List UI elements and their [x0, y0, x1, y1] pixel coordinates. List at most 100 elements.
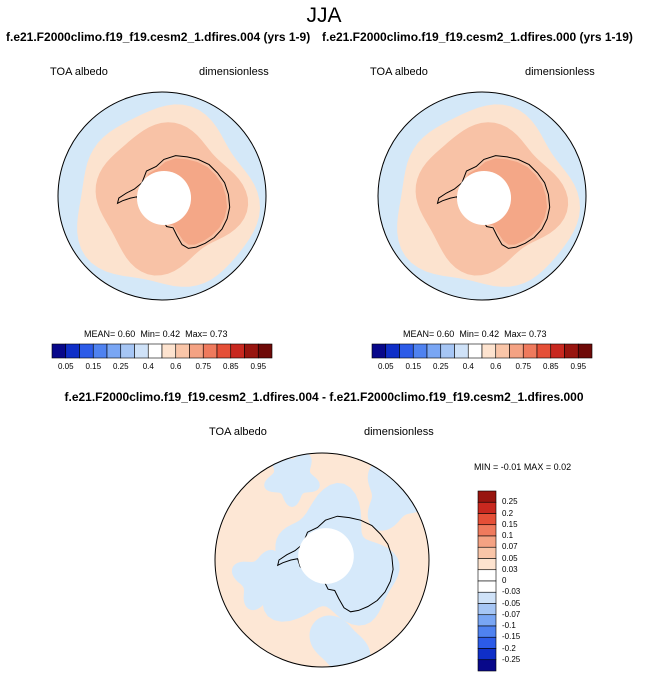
negative-region [367, 461, 429, 531]
colorbar-tick-label: -0.15 [502, 632, 521, 642]
colorbar-tick-label: 0.75 [515, 362, 532, 371]
colorbar-swatch [477, 546, 497, 559]
colorbar-swatch [495, 343, 510, 359]
colorbar-tick-label: 0.03 [502, 564, 518, 574]
colorbar-swatch [477, 659, 497, 672]
colorbar-swatch [175, 343, 190, 359]
colorbar-swatch [51, 343, 67, 359]
colorbar-swatch [477, 490, 497, 503]
panel2-max-value: 0.73 [528, 329, 547, 339]
colorbar-tick-label: 0.6 [490, 362, 502, 371]
colorbar-tick-label: 0.6 [170, 362, 182, 371]
colorbar-swatch [385, 343, 400, 359]
panel1-max-label: Max= [185, 329, 208, 339]
colorbar-swatch [477, 569, 497, 582]
colorbar-swatch [65, 343, 80, 359]
colorbar-tick-label: 0.4 [462, 362, 474, 371]
panel2-max-label: Max= [504, 329, 527, 339]
colorbar-swatch [477, 580, 497, 593]
panel2-case-title: f.e21.F2000climo.f19_f19.cesm2_1.dfires.… [322, 30, 633, 44]
panel2-field-label: TOA albedo [370, 66, 428, 78]
colorbar-tick-label: -0.03 [502, 587, 521, 597]
colorbar-swatch [477, 558, 497, 571]
diff-title: f.e21.F2000climo.f19_f19.cesm2_1.dfires.… [64, 390, 584, 404]
diff-units-label: dimensionless [364, 426, 434, 438]
colorbar-tick-label: 0.15 [502, 519, 518, 529]
panel1-field-label: TOA albedo [50, 66, 108, 78]
negative-region [264, 453, 320, 507]
panel1-units-label: dimensionless [199, 66, 269, 78]
colorbar-tick-label: 0.95 [570, 362, 587, 371]
diff-min-label: MIN = [474, 462, 499, 472]
panel1-max-value: 0.73 [209, 329, 228, 339]
albedo-map-2 [377, 91, 587, 301]
panel1-min-label: Min= [140, 329, 161, 339]
colorbar-tick-label: 0.25 [502, 497, 518, 507]
coastline [436, 155, 551, 249]
diff-max-value: 0.02 [553, 462, 572, 472]
colorbar-tick-label: 0.05 [502, 553, 518, 563]
panel2-min-value: 0.42 [481, 329, 500, 339]
colorbar-tick-label: 0.15 [405, 362, 422, 371]
colorbar-swatch [371, 343, 387, 359]
colorbar-tick-label: 0 [502, 576, 507, 585]
colorbar-tick-label: 0.85 [542, 362, 559, 371]
diff-stats: MIN = -0.01 MAX = 0.02 [474, 462, 571, 472]
colorbar-tick-label: 0.95 [250, 362, 267, 371]
figure-title: JJA [306, 4, 342, 27]
colorbar-tick-label: -0.05 [502, 598, 521, 608]
colorbar-swatch [257, 343, 273, 359]
colorbar-tick-label: -0.2 [502, 643, 516, 653]
panel1-mean-label: MEAN= [84, 329, 116, 339]
colorbar-swatch [477, 591, 497, 604]
colorbar-swatch [79, 343, 94, 359]
colorbar-swatch [536, 343, 552, 359]
colorbar-swatch [477, 535, 497, 548]
colorbar-tick-label: 0.4 [142, 362, 154, 371]
colorbar-swatch [202, 343, 218, 359]
colorbar-swatch [577, 343, 593, 359]
map-border [377, 91, 587, 301]
colorbar-tick-label: 0.75 [195, 362, 212, 371]
diff-max-label: MAX = [523, 462, 552, 472]
colorbar-swatch [92, 343, 108, 359]
panel1-min-value: 0.42 [162, 329, 181, 339]
colorbar-swatch [440, 343, 455, 359]
colorbar-swatch [216, 343, 232, 359]
panel2-min-label: Min= [459, 329, 480, 339]
colorbar-swatch [477, 524, 497, 537]
polar-night-mask [456, 170, 512, 226]
coastline [116, 155, 231, 249]
diff-min-value: -0.01 [500, 462, 522, 472]
colorbar-swatch [399, 343, 414, 359]
panel2-mean-label: MEAN= [403, 329, 435, 339]
difference-map [214, 452, 430, 668]
colorbar-swatch [120, 343, 135, 359]
colorbar-swatch [134, 343, 149, 359]
colorbar-swatch [477, 648, 497, 661]
colorbar-swatch [477, 614, 497, 627]
panel2-mean-value: 0.60 [436, 329, 455, 339]
colorbar-swatch [477, 501, 497, 514]
colorbar-swatch [426, 343, 442, 359]
colorbar-tick-label: 0.1 [502, 531, 514, 540]
colorbar-swatch [550, 343, 565, 359]
colorbar-tick-label: 0.85 [222, 362, 239, 371]
albedo-map-1 [57, 91, 267, 301]
colorbar-tick-label: 0.05 [377, 362, 394, 371]
map-border [214, 452, 430, 668]
colorbar-tick-label: -0.07 [502, 609, 521, 619]
panel2-stats: MEAN= 0.60 Min= 0.42 Max= 0.73 [403, 329, 546, 339]
negative-region [231, 549, 293, 611]
colorbar-2 [371, 343, 593, 359]
map-border [57, 91, 267, 301]
panel1-stats: MEAN= 0.60 Min= 0.42 Max= 0.73 [84, 329, 227, 339]
colorbar-swatch [564, 343, 579, 359]
colorbar-swatch [412, 343, 428, 359]
colorbar-swatch [147, 343, 163, 359]
colorbar-swatch [230, 343, 245, 359]
colorbar-swatch [106, 343, 122, 359]
colorbar-tick-label: -0.25 [502, 654, 521, 664]
colorbar-tick-label: 0.25 [432, 362, 449, 371]
